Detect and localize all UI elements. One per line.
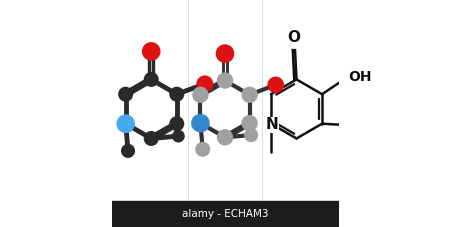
- Circle shape: [170, 87, 184, 101]
- Circle shape: [193, 87, 208, 102]
- Circle shape: [196, 143, 210, 156]
- Circle shape: [192, 114, 209, 132]
- Circle shape: [117, 115, 134, 132]
- Text: O: O: [288, 30, 301, 45]
- Text: N: N: [266, 117, 279, 132]
- Circle shape: [268, 77, 283, 92]
- Circle shape: [242, 87, 257, 102]
- Circle shape: [122, 145, 135, 157]
- Text: alamy - ECHAM3: alamy - ECHAM3: [182, 209, 268, 219]
- Circle shape: [119, 87, 132, 101]
- Circle shape: [217, 130, 233, 145]
- Text: OH: OH: [348, 70, 372, 84]
- Bar: [112, 201, 338, 227]
- Circle shape: [245, 129, 257, 141]
- Circle shape: [170, 117, 184, 131]
- Circle shape: [144, 132, 158, 145]
- Circle shape: [143, 43, 160, 60]
- Circle shape: [173, 131, 184, 142]
- Circle shape: [216, 45, 234, 62]
- Circle shape: [144, 73, 158, 86]
- Circle shape: [217, 73, 233, 88]
- Circle shape: [242, 116, 257, 131]
- Circle shape: [197, 76, 212, 92]
